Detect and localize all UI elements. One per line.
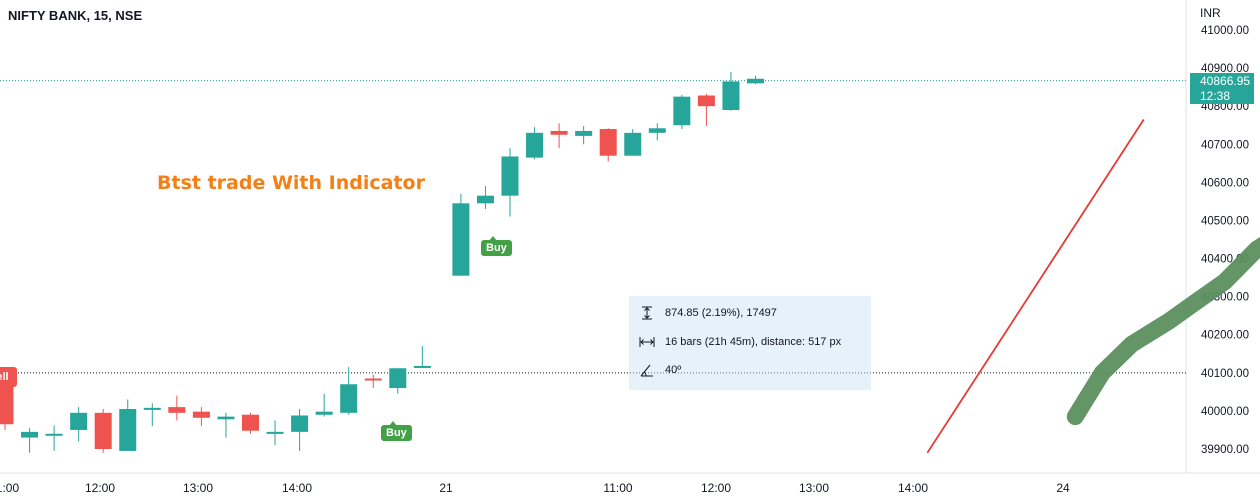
trend-line: [926, 119, 1145, 454]
last-price-badge: 40866.95 12:38: [1190, 73, 1254, 104]
measure-angle-row: 40º: [639, 363, 681, 377]
buy-signal-label: Buy: [381, 425, 412, 441]
x-tick-label: 13:00: [183, 481, 213, 495]
buy-signal-label: Buy: [481, 240, 512, 256]
bar-countdown: 12:38: [1200, 89, 1231, 103]
candle-down: [550, 130, 568, 135]
y-tick-label: 41000.00: [1201, 25, 1249, 37]
candle-down: [364, 378, 382, 381]
measure-angle-text: 40º: [665, 364, 682, 376]
y-tick-label: 40900.00: [1201, 63, 1249, 75]
annotation-text[interactable]: Btst trade With Indicator: [157, 172, 425, 194]
candle-down: [242, 414, 259, 431]
buy-signal-pointer: [389, 421, 397, 426]
x-tick-label: 14:00: [282, 481, 312, 495]
angle-icon: [640, 364, 653, 377]
y-tick-label: 40500.00: [1201, 215, 1249, 227]
buy-signal-pointer: [489, 236, 497, 241]
candle-up: [476, 195, 494, 204]
measure-price-row: 874.85 (2.19%), 17497: [639, 306, 777, 320]
currency-label: INR: [1200, 6, 1221, 20]
candle-down: [192, 411, 210, 418]
y-tick-label: 39900.00: [1201, 444, 1249, 456]
last-price-value: 40866.95: [1200, 74, 1251, 88]
x-tick-label-partial: 11:00: [0, 481, 19, 495]
x-tick-label: 14:00: [898, 481, 928, 495]
y-tick-label: 40600.00: [1201, 177, 1249, 189]
candle-up: [340, 384, 358, 413]
candle-up: [501, 156, 519, 196]
symbol-title[interactable]: NIFTY BANK, 15, NSE: [8, 8, 143, 23]
price-range-icon: [642, 306, 652, 320]
candle-up: [45, 433, 63, 436]
candle-down: [0, 384, 14, 425]
y-tick-label: 40000.00: [1201, 406, 1249, 418]
x-tick-label: 12:00: [701, 481, 731, 495]
x-tick-label: 11:00: [603, 481, 632, 495]
y-tick-label: 40100.00: [1201, 368, 1249, 380]
sell-signal-text: Sell: [0, 371, 9, 383]
candle-up: [747, 78, 764, 84]
brush-stroke: [1066, 236, 1260, 426]
candle-up: [575, 130, 593, 136]
y-tick-label: 40800.00: [1201, 101, 1249, 113]
measure-price-text: 874.85 (2.19%), 17497: [665, 307, 777, 319]
time-range-icon: [639, 337, 655, 347]
candle-up: [624, 132, 642, 156]
candle-up: [452, 203, 470, 276]
y-tick-label: 40200.00: [1201, 330, 1249, 342]
x-tick-label: 21: [439, 481, 453, 495]
candle-up: [217, 416, 235, 420]
candle-up: [389, 368, 407, 389]
candle-up: [315, 411, 333, 415]
candle-up: [143, 407, 161, 410]
candle-up: [722, 81, 740, 110]
candle-up: [673, 96, 691, 126]
candle-up: [648, 128, 666, 133]
candle-down: [94, 412, 112, 449]
measure-bars-text: 16 bars (21h 45m), distance: 517 px: [665, 336, 842, 348]
x-tick-label: 13:00: [799, 481, 829, 495]
candle-up: [119, 409, 137, 451]
candle-up: [70, 412, 88, 430]
measure-tooltip[interactable]: 874.85 (2.19%), 17497 16 bars (21h 45m),…: [629, 296, 871, 390]
candle-up: [291, 415, 309, 432]
x-tick-label: 24: [1056, 481, 1070, 495]
candle-up: [266, 431, 284, 434]
sell-signal-label: Sell: [0, 367, 17, 387]
x-tick-label: 12:00: [85, 481, 115, 495]
y-tick-label: 40700.00: [1201, 139, 1249, 151]
candle-down: [599, 129, 617, 156]
candle-up: [526, 132, 544, 158]
candle-up: [21, 431, 39, 438]
candle-down: [697, 95, 715, 107]
candle-down: [168, 407, 186, 413]
measure-bars-row: 16 bars (21h 45m), distance: 517 px: [639, 335, 841, 349]
candle-up: [413, 365, 431, 368]
